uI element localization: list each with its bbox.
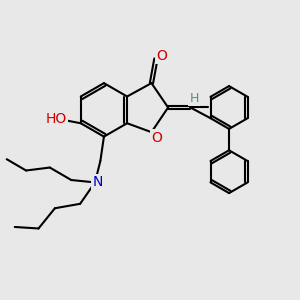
Text: O: O <box>156 50 167 63</box>
Text: H: H <box>189 92 199 105</box>
Text: N: N <box>92 176 103 189</box>
Text: O: O <box>152 130 162 145</box>
Text: HO: HO <box>46 112 67 126</box>
